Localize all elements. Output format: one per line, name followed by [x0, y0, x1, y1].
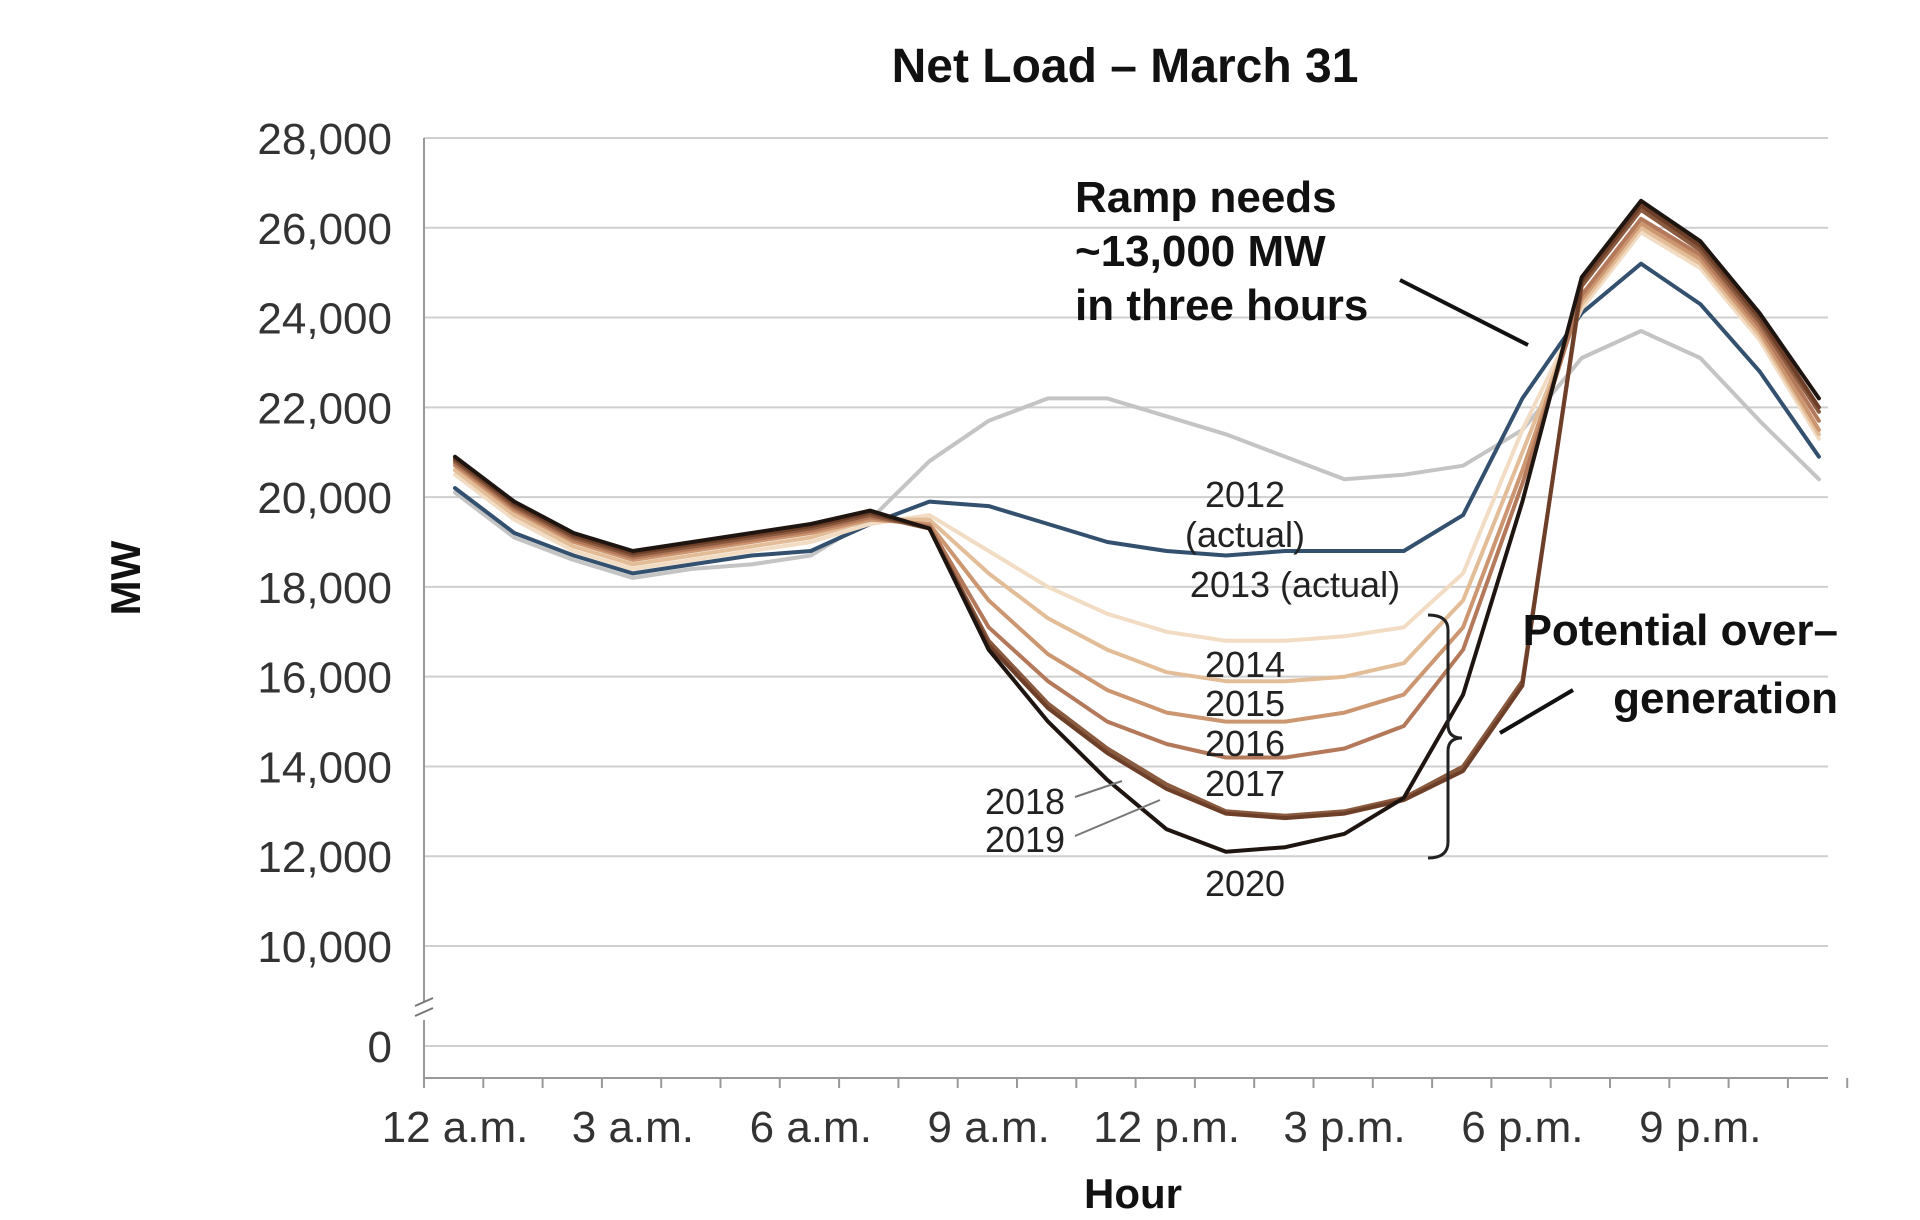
- series-label: 2016: [1205, 723, 1285, 764]
- series-label: 2012 (actual): [1185, 474, 1305, 555]
- y-tick-label: 14,000: [257, 743, 392, 792]
- chart-title: Net Load – March 31: [892, 40, 1359, 93]
- y-tick-label: 0: [368, 1023, 392, 1072]
- label-leader-line: [1074, 799, 1161, 837]
- y-tick-label: 12,000: [257, 833, 392, 882]
- series-label-line: 2020: [1205, 863, 1285, 904]
- y-tick-label: 24,000: [257, 295, 392, 344]
- x-tick-label: 12 p.m.: [1093, 1103, 1240, 1152]
- series-line-2016: [453, 221, 1821, 724]
- series-line-2019: [453, 203, 1821, 821]
- series-label-line: 2017: [1205, 763, 1285, 804]
- y-tick-label: 18,000: [257, 564, 392, 613]
- x-tick-label: 3 p.m.: [1283, 1103, 1405, 1152]
- series-label: 2019: [985, 819, 1065, 860]
- y-tick-label: 22,000: [257, 384, 392, 433]
- series-label-line: 2014: [1205, 644, 1285, 685]
- series-label-line: (actual): [1185, 514, 1305, 555]
- y-tick-label: 26,000: [257, 205, 392, 254]
- y-tick-label: 16,000: [257, 654, 392, 703]
- y-tick-label: 28,000: [257, 115, 392, 164]
- overgeneration-bracket: [1427, 613, 1463, 860]
- series-lines: [453, 198, 1821, 854]
- x-axis-title: Hour: [1084, 1170, 1182, 1217]
- series-label-line: 2015: [1205, 683, 1285, 724]
- axis-break-mark: [414, 1007, 434, 1017]
- series-line-2017: [453, 216, 1821, 760]
- series-line-2018: [453, 207, 1821, 818]
- series-line-2013-actual: [453, 261, 1821, 576]
- series-label: 2014: [1205, 644, 1285, 685]
- x-tick-label: 3 a.m.: [572, 1103, 694, 1152]
- annotations: Ramp needs ~13,000 MW in three hours Potent…: [1075, 173, 1838, 860]
- x-tick-label: 9 p.m.: [1639, 1103, 1761, 1152]
- grid-lines: [424, 137, 1828, 1047]
- axis-break-mark: [414, 997, 434, 1007]
- series-label: 2018: [985, 781, 1065, 822]
- annotation-line: Potential over–: [1523, 606, 1838, 655]
- overgeneration-leader-line: [1498, 688, 1575, 735]
- series-line-2014: [453, 230, 1821, 643]
- ramp-arrow-line: [1399, 278, 1529, 347]
- annotation-line: Ramp needs: [1075, 173, 1337, 222]
- series-label-line: 2018: [985, 781, 1065, 822]
- y-tick-label: 20,000: [257, 474, 392, 523]
- series-labels: 2012 (actual)2013 (actual)201420152016201…: [985, 474, 1400, 904]
- series-line-2012-actual: [453, 329, 1821, 580]
- ramp-needs-annotation: Ramp needs ~13,000 MW in three hours: [1075, 173, 1368, 330]
- x-tick-label: 6 a.m.: [750, 1103, 872, 1152]
- series-line-2020: [453, 198, 1821, 854]
- series-label: 2015: [1205, 683, 1285, 724]
- series-label: 2017: [1205, 763, 1285, 804]
- series-label: 2020: [1205, 863, 1285, 904]
- series-label-line: 2019: [985, 819, 1065, 860]
- annotation-line: in three hours: [1075, 281, 1368, 330]
- series-label-line: 2012: [1205, 474, 1285, 515]
- series-label: 2013 (actual): [1190, 564, 1400, 605]
- x-tick-label: 12 a.m.: [382, 1103, 529, 1152]
- axes: 28,000 26,000 24,000 22,000 20,000 18,000 16,0…: [257, 115, 1849, 1152]
- y-axis-title: MW: [102, 540, 149, 615]
- y-tick-label: 10,000: [257, 923, 392, 972]
- x-tick-label: 6 p.m.: [1461, 1103, 1583, 1152]
- series-label-line: 2013 (actual): [1190, 564, 1400, 605]
- x-tick-label: 9 a.m.: [928, 1103, 1050, 1152]
- annotation-line: ~13,000 MW: [1075, 227, 1326, 276]
- overgeneration-annotation: Potential over– generation: [1523, 606, 1838, 723]
- label-leader-line: [1074, 780, 1123, 798]
- series-label-line: 2016: [1205, 723, 1285, 764]
- series-line-2015: [453, 225, 1821, 684]
- annotation-line: generation: [1613, 674, 1838, 723]
